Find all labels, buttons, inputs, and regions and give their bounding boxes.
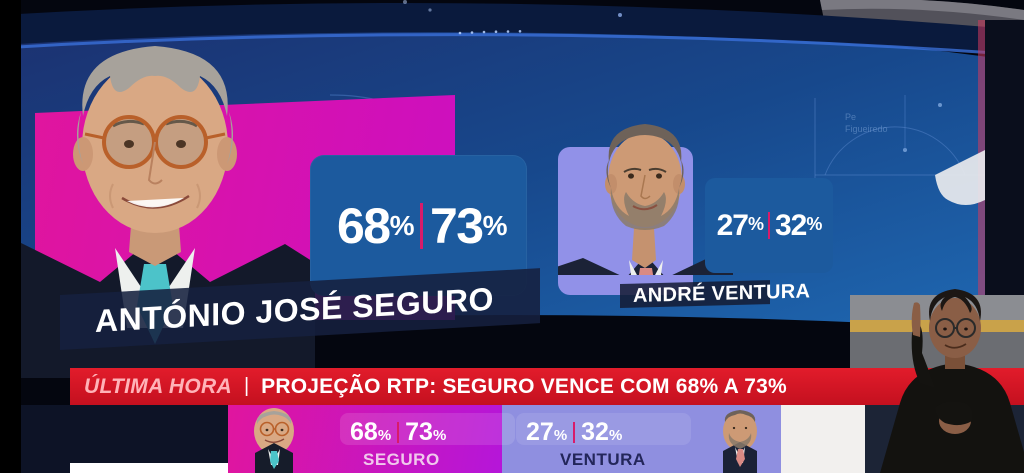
svg-text:Figueiredo: Figueiredo: [845, 124, 888, 134]
svg-text:Pe: Pe: [845, 112, 856, 122]
